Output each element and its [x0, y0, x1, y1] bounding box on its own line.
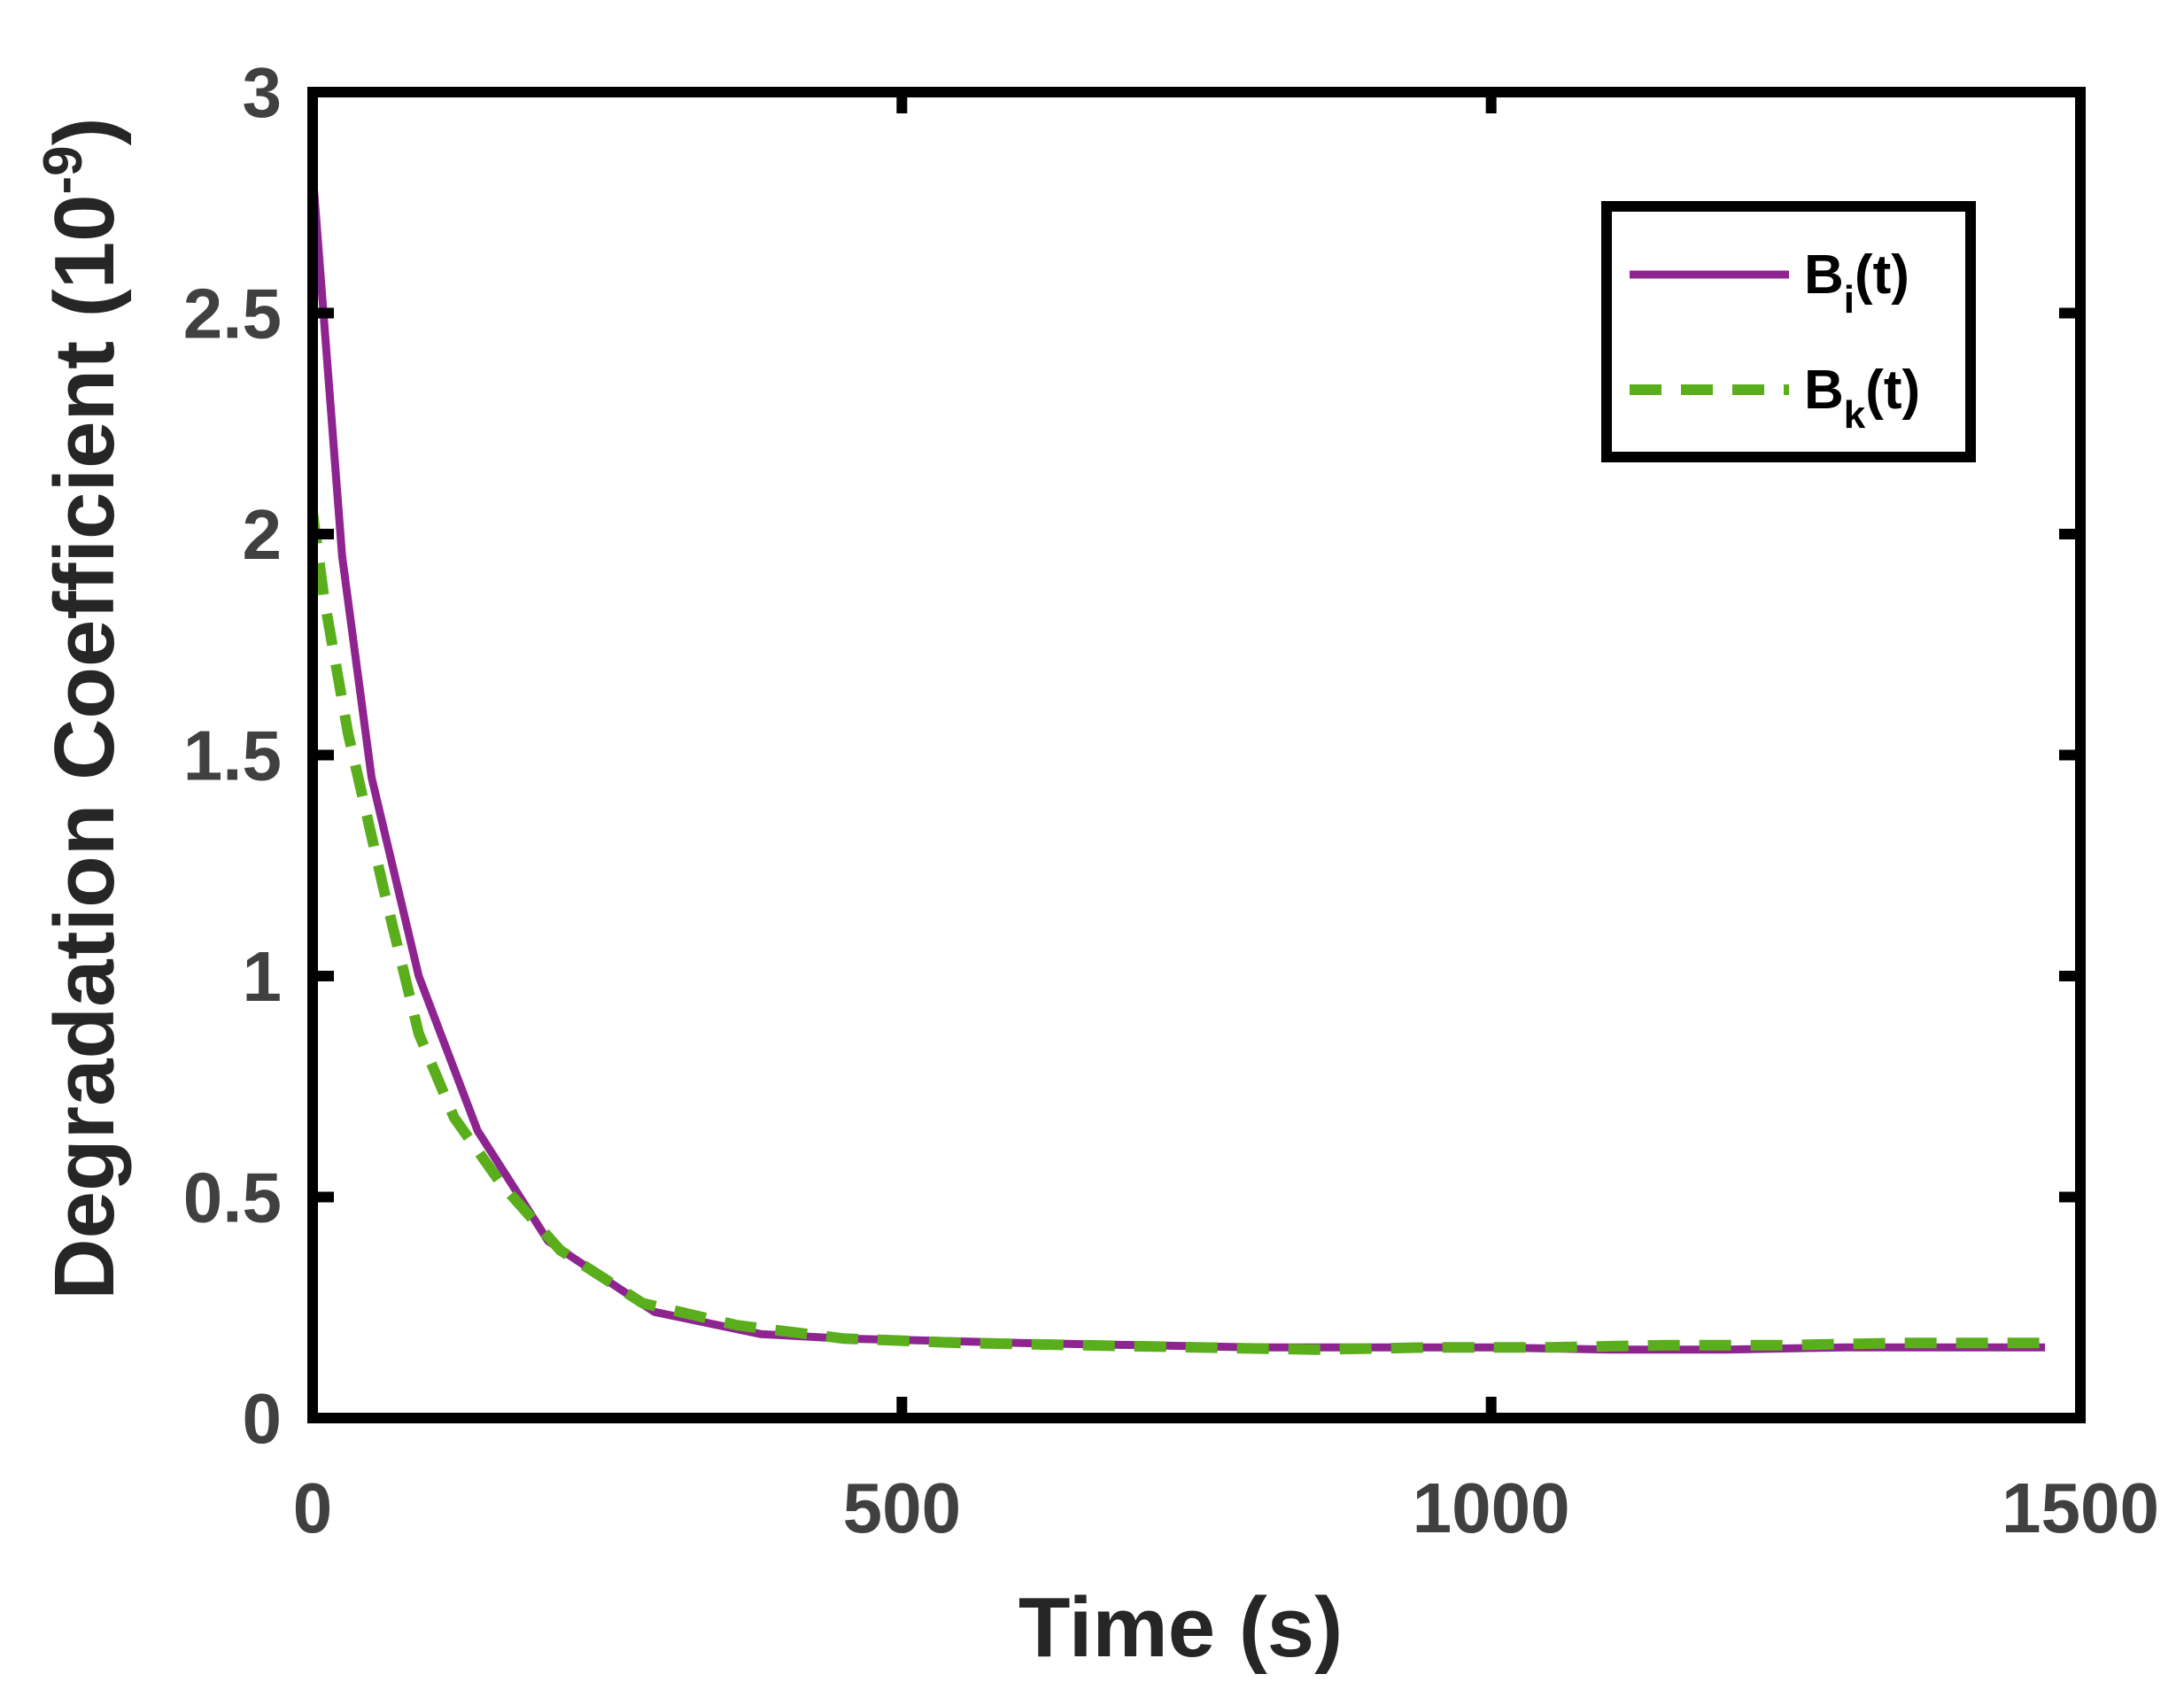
svg-text:Degradation Coefficient (10-9): Degradation Coefficient (10-9): [33, 117, 132, 1299]
x-tick-label: 500: [843, 1469, 961, 1547]
y-tick-label: 1: [243, 937, 283, 1016]
y-tick-label: 1.5: [183, 717, 282, 795]
x-axis-label: Time (s): [1018, 1580, 1343, 1675]
x-tick-label: 1000: [1413, 1469, 1570, 1547]
y-tick-label: 2.5: [183, 275, 282, 353]
legend-label-bk-tail: (t): [1865, 360, 1920, 421]
legend-label-bk-sub: k: [1844, 393, 1866, 437]
y-tick-label: 0.5: [183, 1159, 282, 1237]
tick-labels: 0 500 1000 1500 0 0.5 1 1.5 2 2.5 3: [183, 53, 2159, 1547]
y-tick-label: 0: [243, 1379, 283, 1458]
x-tick-label: 1500: [2002, 1469, 2159, 1547]
y-tick-label: 3: [243, 53, 283, 132]
legend-box: [1601, 201, 1976, 462]
y-axis-label-group: Degradation Coefficient (10-9): [33, 117, 132, 1299]
plot-frame: [307, 87, 2086, 1423]
series-line-bk: [307, 511, 2046, 1355]
legend-label-bk-main: B: [1804, 360, 1844, 421]
legend-label-bi-tail: (t): [1855, 244, 1909, 306]
y-axis-label-close: ): [37, 117, 132, 145]
y-axis-label-exponent: -9: [33, 145, 94, 194]
legend-entry-bk: Bk(t): [1804, 360, 1920, 437]
legend-entry-bi: Bi(t): [1804, 244, 1909, 322]
legend: Bi(t) Bk(t): [1601, 201, 1976, 462]
legend-label-bi-main: B: [1804, 244, 1844, 306]
y-axis-label: Degradation Coefficient (10: [37, 194, 132, 1299]
x-tick-label: 0: [293, 1469, 333, 1547]
legend-label-bi-sub: i: [1844, 278, 1855, 322]
y-tick-label: 2: [243, 495, 283, 574]
plot-area: [307, 171, 2046, 1355]
